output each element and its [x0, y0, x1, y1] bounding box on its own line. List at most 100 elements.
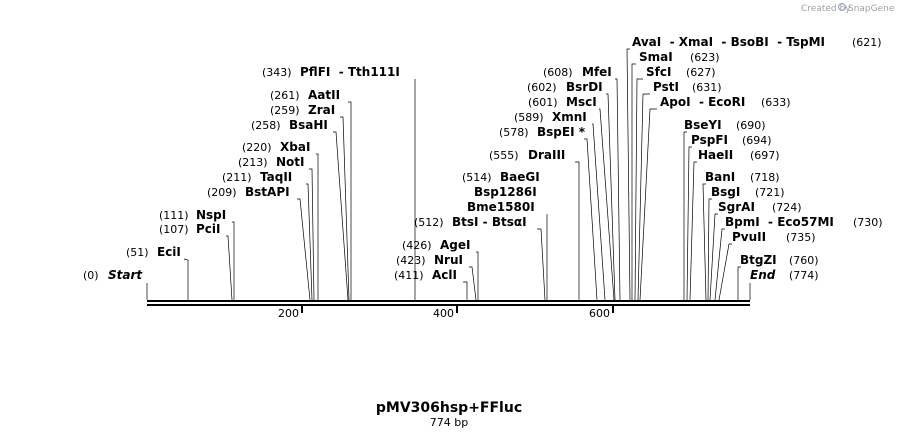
site-name: BsrDI	[566, 80, 603, 94]
leader-line	[737, 266, 741, 300]
site-name: BstAPI	[245, 185, 290, 199]
site-name: XbaI	[280, 140, 310, 154]
site-name: ApoI - EcoRI	[660, 95, 745, 109]
leader-line	[476, 251, 479, 300]
leader-line	[599, 108, 615, 301]
site-position: (259)	[270, 104, 300, 117]
site-name: BaeGI	[500, 170, 540, 184]
leader-line	[226, 235, 233, 301]
leader-line	[232, 221, 235, 300]
leader-line	[707, 198, 712, 301]
site-name: AclI	[432, 268, 457, 282]
leader-line	[689, 161, 697, 301]
axis-tick-label: 400	[433, 307, 454, 320]
leader-line	[463, 281, 468, 300]
leader-line	[631, 63, 636, 300]
snapgene-logo	[837, 2, 847, 12]
leader-line	[537, 228, 546, 301]
site-name: SgrAI	[718, 200, 755, 214]
site-position: (697)	[750, 149, 780, 162]
site-position: (213)	[238, 156, 268, 169]
site-name: BsgI	[711, 185, 740, 199]
site-position: (426)	[402, 239, 432, 252]
plasmid-title: pMV306hsp+FFluc	[376, 400, 522, 416]
site-name: PspFI	[691, 133, 728, 147]
site-name: BtgZI	[740, 253, 777, 267]
site-name: Bme1580I	[467, 200, 535, 214]
leader-line	[183, 258, 189, 300]
site-position: (774)	[789, 269, 819, 282]
leader-line	[469, 266, 477, 301]
site-name: BpmI - Eco57MI	[725, 215, 834, 229]
site-name: AatII	[308, 88, 340, 102]
site-position: (411)	[394, 269, 424, 282]
site-position: (258)	[251, 119, 281, 132]
site-name: MfeI	[582, 65, 612, 79]
site-position: (760)	[789, 254, 819, 267]
site-name: BsaHI	[289, 118, 328, 132]
site-name: ZraI	[308, 103, 335, 117]
site-position: (512)	[414, 216, 444, 229]
site-name: Bsp1286I	[474, 185, 537, 199]
leader-line	[306, 183, 313, 301]
site-position: (423)	[396, 254, 426, 267]
site-position: (721)	[755, 186, 785, 199]
site-position: (627)	[686, 66, 716, 79]
leader-line	[683, 131, 687, 300]
site-name: BspEI *	[537, 125, 586, 139]
site-name: NruI	[434, 253, 463, 267]
site-name: End	[750, 268, 776, 282]
leader-line	[575, 161, 580, 300]
site-position: (111)	[159, 209, 189, 222]
site-position: (608)	[543, 66, 573, 79]
site-position: (621)	[852, 36, 882, 49]
site-position: (724)	[772, 201, 802, 214]
leader-line	[639, 108, 657, 301]
site-position: (107)	[159, 223, 189, 236]
site-position: (220)	[242, 141, 272, 154]
site-position: (730)	[853, 216, 883, 229]
leader-line	[309, 168, 315, 301]
axis-tick-label: 600	[589, 307, 610, 320]
leader-line	[637, 93, 650, 301]
site-name: NotI	[276, 155, 305, 169]
credit-brand: SnapGene	[848, 4, 895, 14]
leader-line	[606, 93, 616, 301]
plasmid-length: 774 bp	[430, 416, 468, 429]
site-position: (601)	[528, 96, 558, 109]
site-position: (694)	[742, 134, 772, 147]
leader-line	[297, 198, 311, 301]
leader-line	[333, 131, 349, 301]
site-position: (209)	[207, 186, 237, 199]
leader-line	[686, 146, 692, 301]
site-name: MscI	[566, 95, 597, 109]
site-name: TaqII	[260, 170, 292, 184]
leader-line	[340, 116, 350, 301]
site-name: BtsI - BtsαI	[452, 215, 527, 229]
leader-line	[592, 123, 606, 301]
site-position: (0)	[83, 269, 99, 282]
leader-line	[584, 138, 598, 301]
site-name: BseYI	[684, 118, 722, 132]
site-name: HaeII	[698, 148, 733, 162]
leader-line	[316, 153, 319, 300]
site-position: (589)	[514, 111, 544, 124]
site-position: (631)	[692, 81, 722, 94]
site-position: (514)	[462, 171, 492, 184]
site-name: BanI	[705, 170, 735, 184]
site-position: (578)	[499, 126, 529, 139]
sequence-backbone	[147, 300, 750, 306]
axis: 200 400 600	[278, 306, 614, 320]
site-name: PciI	[196, 222, 221, 236]
site-name: Start	[108, 268, 143, 282]
site-name: SmaI	[639, 50, 673, 64]
leader-line	[702, 183, 707, 301]
site-position: (51)	[126, 246, 149, 259]
site-name: PvuII	[732, 230, 766, 244]
leader-line	[714, 228, 725, 301]
site-name: NspI	[196, 208, 226, 222]
site-position: (718)	[750, 171, 780, 184]
site-position: (211)	[222, 171, 252, 184]
site-name: SfcI	[646, 65, 671, 79]
